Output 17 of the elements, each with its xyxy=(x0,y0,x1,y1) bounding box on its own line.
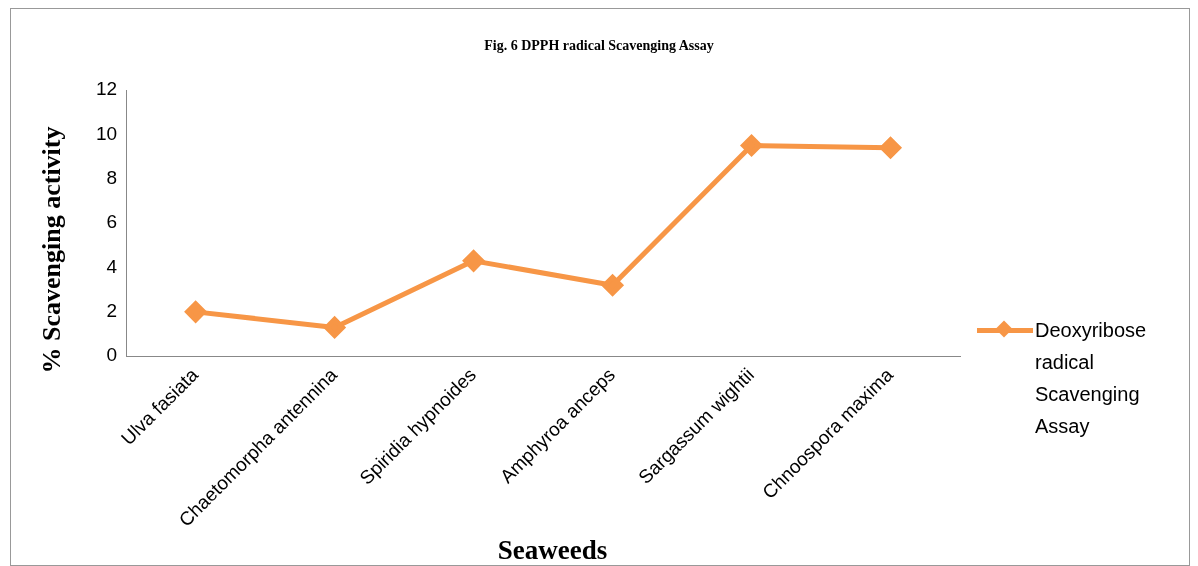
y-tick-label: 4 xyxy=(106,255,118,277)
y-axis-title: % Scavenging activity xyxy=(37,125,67,376)
x-axis-title: Seaweeds xyxy=(496,535,609,566)
point xyxy=(880,137,902,159)
point xyxy=(463,250,485,272)
y-tick-label: 12 xyxy=(95,78,118,100)
y-tick-label: 8 xyxy=(106,166,118,188)
y-tick-label: 2 xyxy=(106,300,118,322)
legend-label: Deoxyribose radical Scavenging Assay xyxy=(1035,318,1148,439)
y-tick-label: 0 xyxy=(106,344,118,366)
point xyxy=(324,316,346,338)
point xyxy=(741,134,763,156)
chart-title: Fig. 6 DPPH radical Scavenging Assay xyxy=(483,38,715,54)
point xyxy=(602,274,624,296)
y-tick-label: 10 xyxy=(95,122,118,144)
y-tick-label: 6 xyxy=(106,211,118,233)
point xyxy=(185,301,207,323)
